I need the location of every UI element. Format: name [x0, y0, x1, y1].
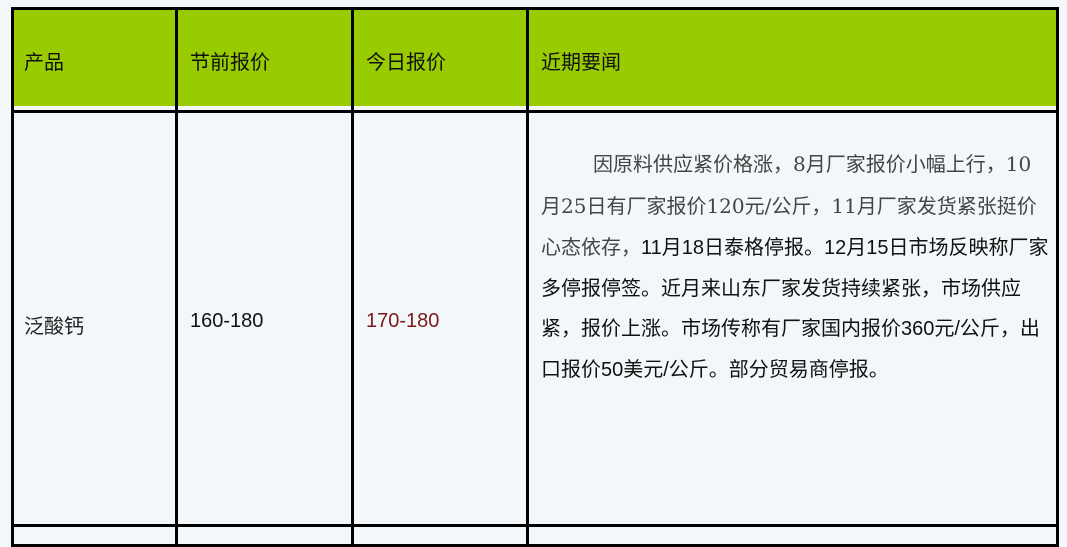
cell-pre-holiday-price: 160-180	[190, 310, 264, 332]
cell-today-price: 170-180	[366, 310, 440, 332]
table-header	[14, 10, 1056, 106]
divider	[175, 10, 178, 544]
header-pre-holiday-price: 节前报价	[190, 50, 270, 74]
divider	[351, 10, 354, 544]
header-news: 近期要闻	[541, 50, 621, 74]
news-text-part2: 11月18日泰格停报。12月15日市场反映称厂家多停报停签。近月来山东厂家发货持…	[541, 237, 1049, 381]
divider	[14, 524, 1056, 527]
divider	[526, 10, 529, 544]
cell-news: 因原料供应紧价格涨，8月厂家报价小幅上行，10月25日有厂家报价120元/公斤，…	[541, 144, 1049, 390]
header-product: 产品	[24, 50, 64, 74]
price-table: 产品 节前报价 今日报价 近期要闻 泛酸钙 160-180 170-180 因原…	[11, 7, 1059, 547]
header-today-price: 今日报价	[366, 50, 446, 74]
divider	[14, 110, 1056, 113]
cell-product: 泛酸钙	[24, 314, 84, 338]
news-text-part1: 因原料供应紧价格涨，8月厂家报价小幅上行，10月25日有厂家报价120元/公斤，…	[541, 152, 1037, 259]
